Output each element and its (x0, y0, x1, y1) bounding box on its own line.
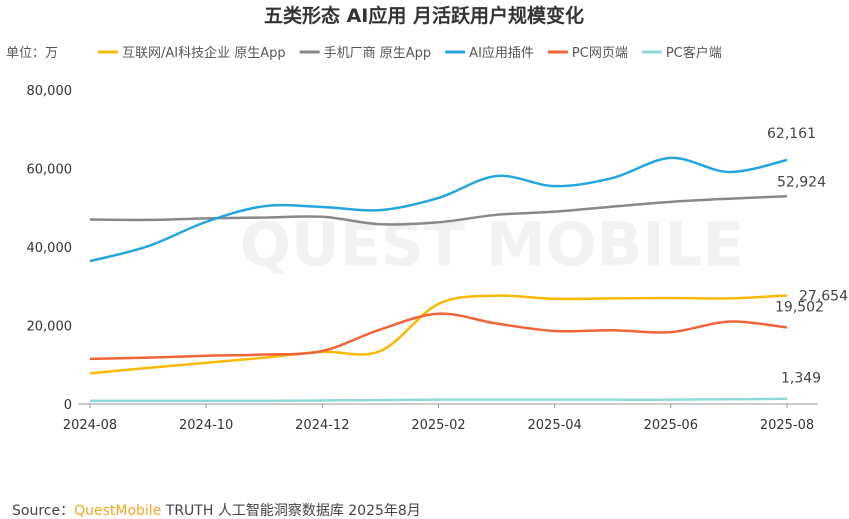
legend-item: 互联网/AI科技企业 原生App (122, 45, 286, 61)
x-tick-label: 2025-02 (411, 418, 465, 433)
y-tick-label: 40,000 (27, 241, 73, 256)
legend-item: PC客户端 (666, 45, 722, 61)
data-label: 19,502 (775, 299, 824, 315)
series-line (89, 312, 788, 361)
series-line (89, 294, 788, 375)
x-tick-label: 2024-08 (63, 418, 117, 433)
x-tick-label: 2025-06 (644, 418, 698, 433)
source-text: TRUTH 人工智能洞察数据库 2025年8月 (161, 503, 421, 519)
y-tick-label: 20,000 (27, 320, 73, 335)
x-tick-label: 2024-12 (295, 418, 349, 433)
source-brand: QuestMobile (74, 503, 162, 519)
x-tick-label: 2025-04 (528, 418, 582, 433)
data-label: 27,654 (799, 288, 848, 304)
data-label: 62,161 (767, 126, 816, 142)
legend-item: 手机厂商 原生App (324, 46, 432, 61)
data-label: 1,349 (781, 371, 821, 387)
chart-title: 五类形态 AI应用 月活跃用户规模变化 (264, 4, 584, 27)
data-label: 52,924 (777, 174, 826, 190)
x-tick-label: 2025-08 (760, 418, 814, 433)
y-tick-label: 80,000 (27, 84, 73, 99)
series-line (90, 397, 788, 403)
y-tick-label: 60,000 (27, 163, 73, 178)
legend-item: PC网页端 (572, 46, 628, 61)
y-tick-label: 0 (64, 398, 72, 413)
x-tick-label: 2024-10 (179, 418, 233, 433)
unit-label: 单位：万 (6, 46, 58, 61)
legend-item: AI应用插件 (469, 45, 534, 61)
watermark: QUEST MOBILE (240, 210, 744, 280)
source-note: Source：QuestMobile TRUTH 人工智能洞察数据库 2025年… (12, 500, 421, 519)
source-prefix: Source： (12, 503, 75, 519)
